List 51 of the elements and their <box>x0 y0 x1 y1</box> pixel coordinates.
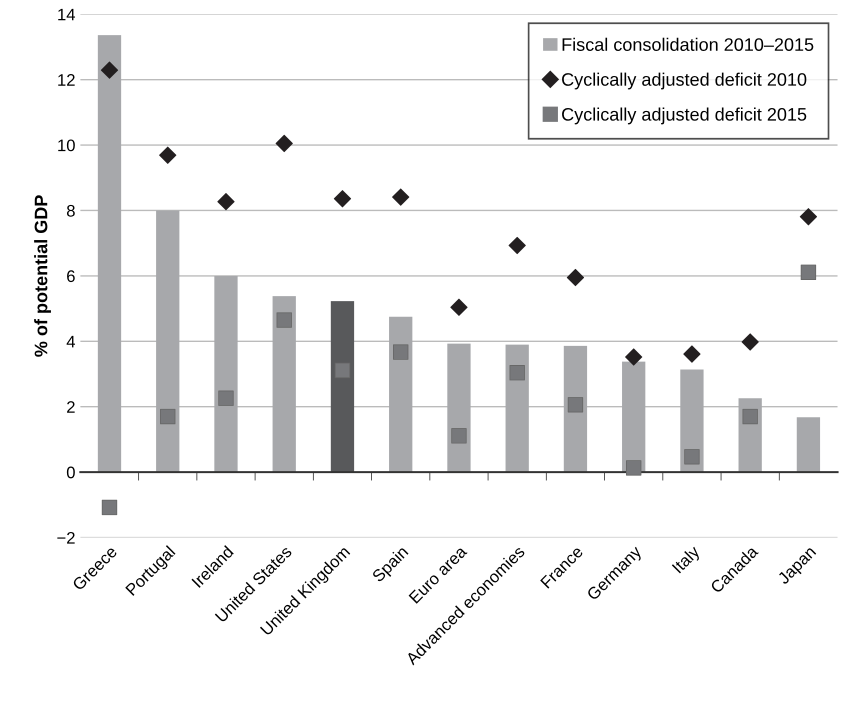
legend-label: Fiscal consolidation 2010–2015 <box>562 38 814 51</box>
point <box>800 264 816 280</box>
point <box>159 146 176 164</box>
point <box>800 208 818 226</box>
point <box>742 333 759 351</box>
bar <box>156 210 180 472</box>
y-tick-label: 10 <box>58 139 75 152</box>
point <box>160 408 176 424</box>
bar <box>564 346 588 472</box>
point <box>625 348 642 366</box>
bar <box>98 35 122 472</box>
point <box>626 460 642 476</box>
point <box>451 428 467 444</box>
point <box>393 344 408 360</box>
y-tick-label: −2 <box>57 532 75 544</box>
point <box>566 268 584 286</box>
point <box>568 397 584 412</box>
point <box>450 298 468 316</box>
bar <box>214 276 238 472</box>
y-tick-label: 4 <box>66 336 76 348</box>
point <box>684 449 700 464</box>
bar <box>330 301 354 472</box>
legend-label: Cyclically adjusted deficit 2010 <box>562 72 806 90</box>
y-tick-label: 14 <box>58 8 76 20</box>
point <box>392 188 410 206</box>
bar <box>272 296 296 472</box>
point <box>508 236 526 254</box>
y-tick-label: 2 <box>67 401 75 413</box>
point <box>509 365 525 380</box>
bar <box>796 417 820 472</box>
point <box>218 390 234 406</box>
bar <box>506 344 529 472</box>
y-tick-label: 0 <box>66 466 75 478</box>
point <box>276 134 293 152</box>
y-tick-label: 6 <box>67 270 75 282</box>
point <box>683 345 701 363</box>
point <box>276 312 292 328</box>
point <box>334 362 350 378</box>
bar <box>622 362 646 472</box>
point <box>102 500 118 516</box>
y-tick-label: 12 <box>58 74 75 86</box>
x-tick-label: Italy <box>671 544 703 576</box>
point <box>100 62 118 79</box>
point <box>217 193 235 210</box>
legend-label: Cyclically adjusted deficit 2015 <box>562 107 806 124</box>
y-axis-title: % of potential GDP <box>34 195 51 357</box>
point <box>742 408 758 424</box>
bar <box>447 344 471 472</box>
bar <box>389 316 412 472</box>
point <box>334 190 352 208</box>
y-tick-label: 8 <box>66 204 75 217</box>
